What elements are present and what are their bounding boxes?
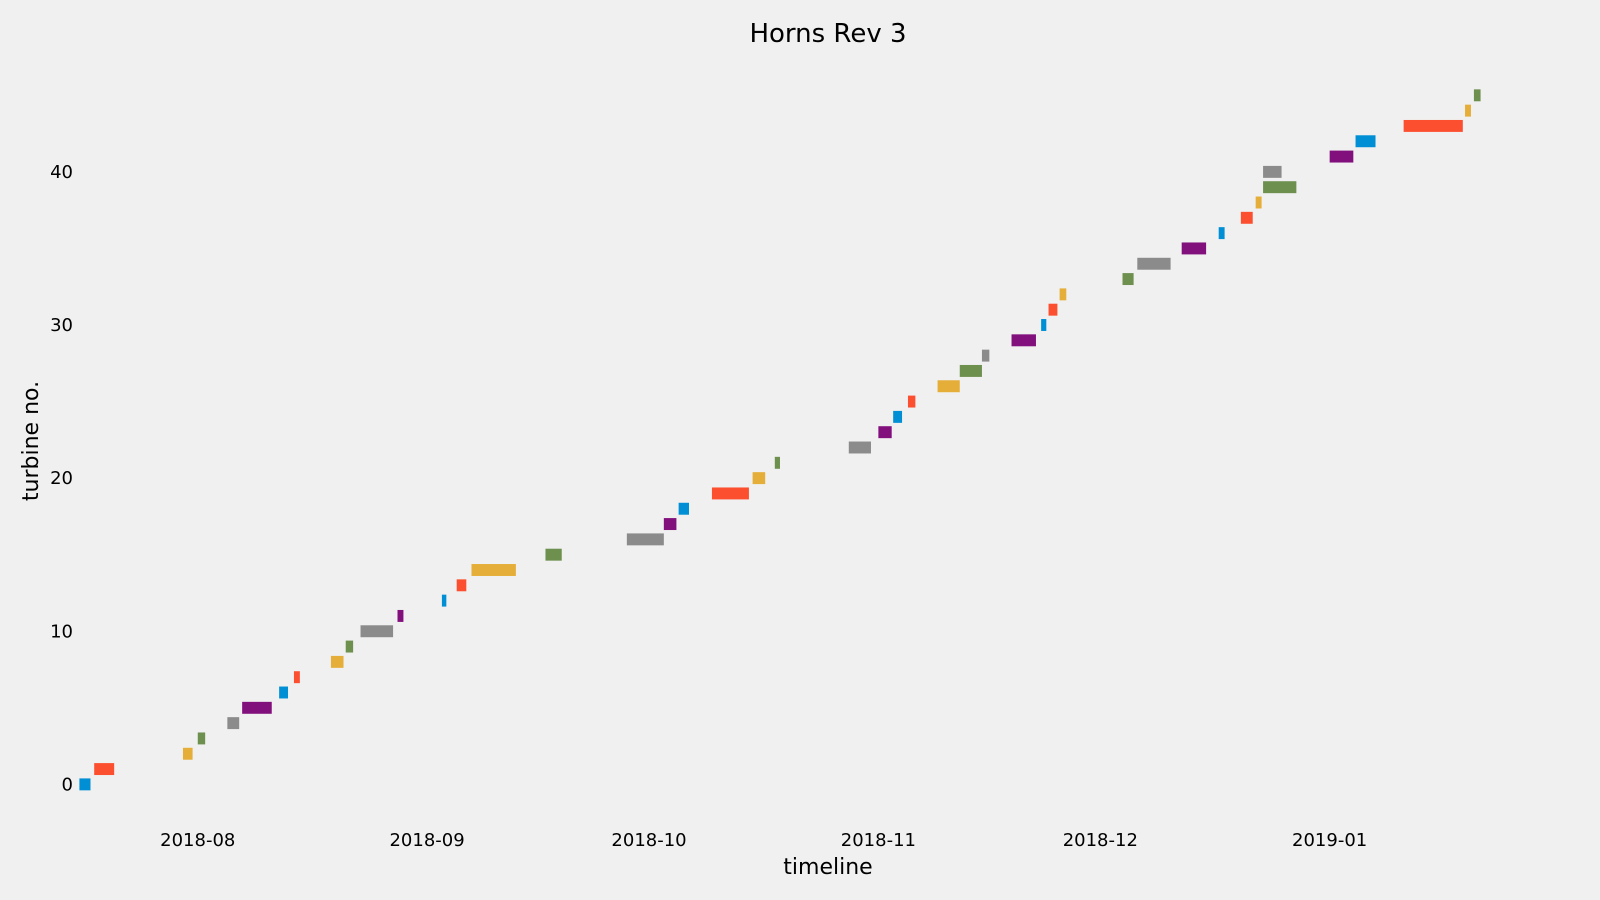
task-bar [878,426,892,439]
task-bar [456,579,467,592]
task-bar [1137,257,1171,270]
task-bar [1263,165,1282,178]
chart-title: Horns Rev 3 [749,19,906,49]
task-bar [678,502,689,515]
task-bar [907,395,916,408]
y-tick-label: 10 [50,621,73,642]
task-bar [1218,227,1225,240]
task-bar [959,364,982,377]
task-bar [1041,319,1047,331]
task-bar [345,640,354,653]
task-bar [626,533,664,546]
task-bar [752,472,766,485]
task-bar [893,410,903,423]
task-bar [182,747,193,760]
task-bar [441,594,447,607]
task-bar [330,655,344,668]
task-bar [663,518,677,531]
task-bar [360,625,394,638]
y-tick-label: 20 [50,468,73,489]
x-tick-label: 2018-08 [160,830,235,851]
task-bar [1048,303,1058,316]
task-bar [848,441,871,454]
x-tick-labels: 2018-08 2018-09 2018-10 2018-11 2018-12 2019-… [160,830,1367,851]
y-tick-label: 30 [50,315,73,336]
task-bar [774,456,780,469]
x-tick-label: 2018-12 [1063,830,1138,851]
task-bar [1181,242,1207,255]
x-axis-label: timeline [783,855,872,880]
task-bar [545,548,562,561]
y-tick-label: 40 [50,162,73,183]
x-tick-label: 2018-11 [841,830,916,851]
task-bar [293,671,300,684]
task-bar [227,717,240,730]
task-bar [711,487,749,500]
task-bar [94,763,115,776]
task-bar [242,701,272,714]
task-bar [279,686,289,699]
task-bar [79,778,91,791]
task-bar [1059,288,1067,301]
task-bar [1473,89,1481,102]
task-bar [471,564,516,576]
task-bar [1465,104,1471,117]
task-bar [1122,273,1134,286]
task-bar [937,380,960,393]
task-bar [197,732,206,745]
task-bar [1255,196,1262,209]
task-bar [397,609,404,622]
task-bar [1329,150,1354,163]
y-tick-label: 0 [62,774,73,795]
x-tick-label: 2018-10 [611,830,686,851]
y-tick-labels: 0 10 20 30 40 [50,162,73,796]
task-bar [1011,334,1036,347]
x-tick-label: 2018-09 [389,830,464,851]
x-tick-label: 2019-01 [1292,830,1367,851]
y-axis-label: turbine no. [19,381,44,501]
task-bar [1263,181,1297,194]
task-bars [79,89,1481,791]
task-bar [1240,211,1253,224]
task-bar [1403,119,1463,132]
task-bar [1355,135,1376,148]
task-bar [981,349,990,362]
